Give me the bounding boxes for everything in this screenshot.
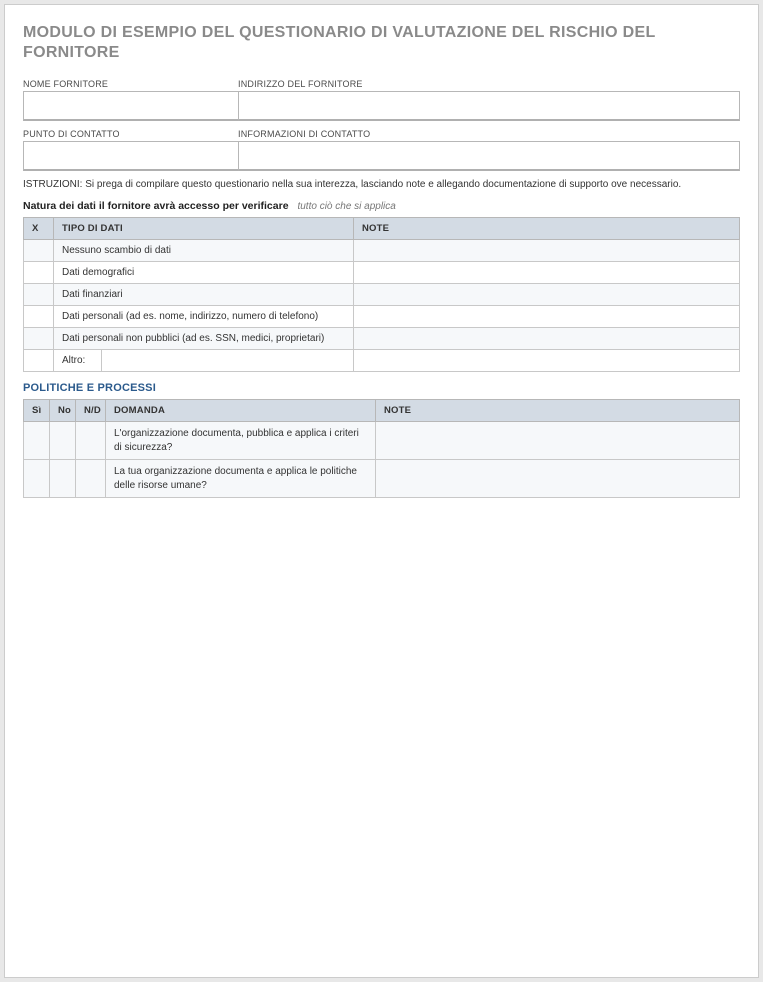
contact-info-label: INFORMAZIONI DI CONTATTO [238, 129, 740, 139]
vendor-name-field: NOME FORNITORE [23, 79, 238, 121]
si-cell[interactable] [24, 460, 50, 498]
note-cell[interactable] [354, 328, 740, 350]
table-row: Nessuno scambio di dati [24, 240, 740, 262]
vendor-row: NOME FORNITORE INDIRIZZO DEL FORNITORE [23, 79, 740, 121]
vendor-name-label: NOME FORNITORE [23, 79, 238, 89]
contact-row: PUNTO DI CONTATTO INFORMAZIONI DI CONTAT… [23, 129, 740, 171]
vendor-name-input[interactable] [23, 91, 238, 121]
pp-header-note: NOTE [376, 400, 740, 422]
policies-header: POLITICHE E PROCESSI [23, 382, 740, 394]
data-header-note: NOTE [354, 218, 740, 240]
data-header-type: TIPO DI DATI [54, 218, 354, 240]
altro-cell: Altro: [54, 350, 354, 372]
vendor-address-field: INDIRIZZO DEL FORNITORE [238, 79, 740, 121]
nd-cell[interactable] [76, 422, 106, 460]
checkbox-cell[interactable] [24, 240, 54, 262]
data-section-title: Natura dei dati il fornitore avrà access… [23, 200, 289, 212]
altro-input[interactable] [102, 350, 353, 371]
data-header-x: X [24, 218, 54, 240]
table-row: Dati personali (ad es. nome, indirizzo, … [24, 306, 740, 328]
pp-header-si: Sì [24, 400, 50, 422]
data-section-hint: tutto ciò che si applica [297, 201, 395, 212]
no-cell[interactable] [50, 422, 76, 460]
contact-point-label: PUNTO DI CONTATTO [23, 129, 238, 139]
vendor-address-label: INDIRIZZO DEL FORNITORE [238, 79, 740, 89]
contact-info-field: INFORMAZIONI DI CONTATTO [238, 129, 740, 171]
checkbox-cell[interactable] [24, 284, 54, 306]
table-row: Dati demografici [24, 262, 740, 284]
table-row: Dati finanziari [24, 284, 740, 306]
question-cell: La tua organizzazione documenta e applic… [106, 460, 376, 498]
data-type-cell: Dati demografici [54, 262, 354, 284]
table-row: L'organizzazione documenta, pubblica e a… [24, 422, 740, 460]
data-type-cell: Dati personali (ad es. nome, indirizzo, … [54, 306, 354, 328]
checkbox-cell[interactable] [24, 262, 54, 284]
contact-point-field: PUNTO DI CONTATTO [23, 129, 238, 171]
pp-header-nd: N/D [76, 400, 106, 422]
checkbox-cell[interactable] [24, 328, 54, 350]
note-cell[interactable] [354, 284, 740, 306]
si-cell[interactable] [24, 422, 50, 460]
data-type-cell: Nessuno scambio di dati [54, 240, 354, 262]
data-type-table: X TIPO DI DATI NOTE Nessuno scambio di d… [23, 217, 740, 372]
table-row-altro: Altro: [24, 350, 740, 372]
policies-table: Sì No N/D DOMANDA NOTE L'organizzazione … [23, 399, 740, 498]
note-cell[interactable] [354, 350, 740, 372]
data-type-cell: Dati finanziari [54, 284, 354, 306]
no-cell[interactable] [50, 460, 76, 498]
question-cell: L'organizzazione documenta, pubblica e a… [106, 422, 376, 460]
page-title: MODULO DI ESEMPIO DEL QUESTIONARIO DI VA… [23, 23, 740, 63]
data-section-label: Natura dei dati il fornitore avrà access… [23, 200, 740, 212]
data-type-cell: Dati personali non pubblici (ad es. SSN,… [54, 328, 354, 350]
table-row: La tua organizzazione documenta e applic… [24, 460, 740, 498]
checkbox-cell[interactable] [24, 350, 54, 372]
altro-label: Altro: [54, 350, 102, 371]
form-page: MODULO DI ESEMPIO DEL QUESTIONARIO DI VA… [4, 4, 759, 978]
note-cell[interactable] [376, 422, 740, 460]
note-cell[interactable] [376, 460, 740, 498]
vendor-address-input[interactable] [238, 91, 740, 121]
pp-header-no: No [50, 400, 76, 422]
nd-cell[interactable] [76, 460, 106, 498]
pp-header-domanda: DOMANDA [106, 400, 376, 422]
note-cell[interactable] [354, 262, 740, 284]
instructions-text: ISTRUZIONI: Si prega di compilare questo… [23, 179, 740, 190]
checkbox-cell[interactable] [24, 306, 54, 328]
contact-point-input[interactable] [23, 141, 238, 171]
note-cell[interactable] [354, 306, 740, 328]
contact-info-input[interactable] [238, 141, 740, 171]
note-cell[interactable] [354, 240, 740, 262]
table-row: Dati personali non pubblici (ad es. SSN,… [24, 328, 740, 350]
